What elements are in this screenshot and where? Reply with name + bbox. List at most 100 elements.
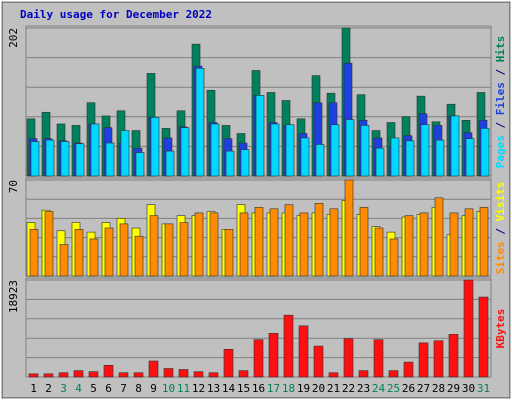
x-tick-label: 30 (462, 382, 475, 395)
bar (480, 128, 490, 177)
bar (404, 215, 414, 277)
bar (463, 279, 474, 378)
bar (330, 124, 340, 177)
bar (358, 370, 369, 378)
bar (298, 325, 309, 378)
legend-entry: Pages (494, 135, 507, 168)
bar (434, 197, 444, 277)
bar (150, 117, 160, 177)
bar (478, 296, 489, 378)
bar (60, 141, 70, 177)
bar (268, 332, 279, 378)
bar (433, 340, 444, 378)
bar (59, 244, 69, 277)
bar (403, 361, 414, 378)
chart-title: Daily usage for December 2022 (20, 8, 212, 21)
bar (254, 207, 264, 277)
x-tick-label: 10 (162, 382, 175, 395)
bar (374, 227, 384, 277)
bar (148, 360, 159, 378)
bar (420, 124, 430, 177)
bar (88, 371, 99, 378)
legend: Pages / Files / Hits (494, 36, 507, 169)
bar (193, 371, 204, 378)
x-tick-label: 18 (282, 382, 295, 395)
bar (390, 137, 400, 177)
x-tick-label: 9 (150, 382, 157, 395)
x-tick-label: 16 (252, 382, 265, 395)
bar (119, 223, 129, 277)
bar (224, 229, 234, 277)
bar (418, 342, 429, 378)
bar (345, 119, 355, 177)
bar (359, 207, 369, 277)
bar (465, 138, 475, 177)
x-tick-label: 8 (135, 382, 142, 395)
bar (479, 207, 489, 277)
x-tick-label: 6 (105, 382, 112, 395)
bar (89, 238, 99, 277)
bar (208, 372, 219, 378)
x-tick-label: 25 (387, 382, 400, 395)
legend: Sites / Visits (494, 182, 507, 275)
bar (450, 115, 460, 177)
bar (45, 139, 55, 177)
bar (90, 123, 100, 177)
bar (133, 372, 144, 378)
bar (149, 215, 159, 277)
x-tick-label: 15 (237, 382, 250, 395)
bar (43, 373, 54, 378)
y-tick-label: 18923 (7, 280, 20, 313)
bar (104, 227, 114, 277)
x-tick-label: 14 (222, 382, 236, 395)
x-tick-label: 5 (90, 382, 97, 395)
bar (73, 370, 84, 378)
bar (360, 125, 370, 177)
bar (105, 142, 115, 177)
bar (164, 223, 174, 277)
bar (419, 212, 429, 277)
bar (405, 140, 415, 177)
y-tick-label: 202 (7, 28, 20, 48)
legend-entry: Hits (494, 36, 507, 63)
x-tick-label: 20 (312, 382, 325, 395)
x-tick-label: 29 (447, 382, 460, 395)
bar (285, 124, 295, 177)
x-tick-label: 24 (372, 382, 386, 395)
bar (239, 212, 249, 277)
bar (389, 238, 399, 277)
bar (449, 212, 459, 277)
bar (180, 127, 190, 177)
bar (75, 143, 85, 177)
legend-entry: Visits (494, 182, 507, 222)
bar (343, 338, 354, 378)
x-tick-label: 26 (402, 382, 415, 395)
bar (269, 208, 279, 277)
bar (255, 95, 265, 177)
bar (163, 368, 174, 378)
bar (195, 67, 205, 177)
x-tick-label: 28 (432, 382, 445, 395)
x-tick-label: 1 (30, 382, 37, 395)
bar (118, 372, 129, 378)
legend-separator: / (494, 221, 507, 241)
x-tick-label: 3 (60, 382, 67, 395)
bar (178, 369, 189, 378)
bar (240, 149, 250, 177)
x-tick-label: 13 (207, 382, 220, 395)
bar (120, 130, 130, 177)
y-tick-label: 70 (7, 180, 20, 193)
x-tick-label: 4 (75, 382, 82, 395)
bar (223, 348, 234, 378)
bar (314, 203, 324, 277)
bar (253, 339, 264, 378)
bar (464, 208, 474, 277)
bar (315, 144, 325, 177)
bar (373, 339, 384, 378)
bar (194, 212, 204, 277)
legend-entry: Files (494, 82, 507, 115)
bar (300, 137, 310, 177)
x-tick-label: 19 (297, 382, 310, 395)
